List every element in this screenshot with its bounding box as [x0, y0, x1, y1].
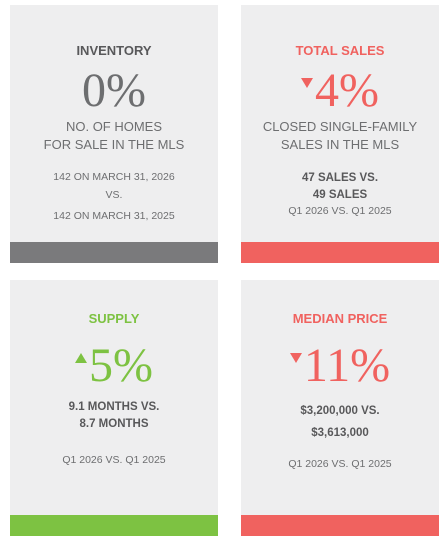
description-line: NO. OF HOMES	[65, 119, 163, 134]
figure: 0%	[82, 64, 146, 117]
description-line: CLOSED SINGLE-FAMILY	[262, 119, 418, 134]
highlight-line: 47 SALES VS.	[301, 172, 379, 184]
detail-line: Q1 2026 VS. Q1 2025	[62, 454, 166, 466]
detail-line: Q1 2026 VS. Q1 2025	[288, 205, 392, 217]
figure: 11%	[303, 339, 391, 392]
detail-line: 142 ON MARCH 31, 2026	[53, 171, 175, 183]
accent-bar	[241, 515, 439, 536]
highlight-line: $3,200,000 VS.	[300, 405, 380, 417]
stat-card: MEDIAN PRICE 11% $3,200,000 VS. $3,613,000 Q…	[241, 280, 439, 536]
trend-arrow	[289, 353, 302, 363]
highlight-line: 9.1 MONTHS VS.	[68, 401, 160, 413]
stat-card: TOTAL SALES 4% CLOSED SINGLE-FAMILY SALES I…	[241, 5, 439, 263]
detail-line: VS.	[105, 189, 123, 201]
figure: 4%	[315, 64, 379, 117]
figure-row: 11%	[241, 342, 439, 390]
accent-bar	[241, 242, 439, 263]
accent-bar	[10, 242, 218, 263]
description-line: SALES IN THE MLS	[280, 137, 400, 152]
figure: 5%	[89, 339, 153, 392]
highlight-line: 49 SALES	[312, 189, 368, 201]
description-line: FOR SALE IN THE MLS	[43, 137, 185, 152]
detail-line: Q1 2026 VS. Q1 2025	[288, 458, 392, 470]
figure-row: 0%	[10, 67, 218, 115]
trend-arrow	[301, 78, 313, 88]
card-title: MEDIAN PRICE	[292, 311, 388, 326]
card-title: SUPPLY	[88, 311, 140, 326]
stat-card: SUPPLY 5% 9.1 MONTHS VS. 8.7 MONTHS Q1 2026 …	[10, 280, 218, 536]
accent-bar	[10, 515, 218, 536]
card-title: TOTAL SALES	[295, 43, 385, 58]
trend-arrow	[75, 353, 87, 363]
highlight-line: $3,613,000	[311, 427, 369, 439]
card-title: INVENTORY	[76, 43, 152, 58]
figure-row: 4%	[241, 67, 439, 115]
figure-row: 5%	[10, 342, 218, 390]
highlight-line: 8.7 MONTHS	[79, 418, 149, 430]
detail-line: 142 ON MARCH 31, 2025	[53, 210, 175, 222]
stat-card: INVENTORY 0% NO. OF HOMES FOR SALE IN THE M…	[10, 5, 218, 263]
